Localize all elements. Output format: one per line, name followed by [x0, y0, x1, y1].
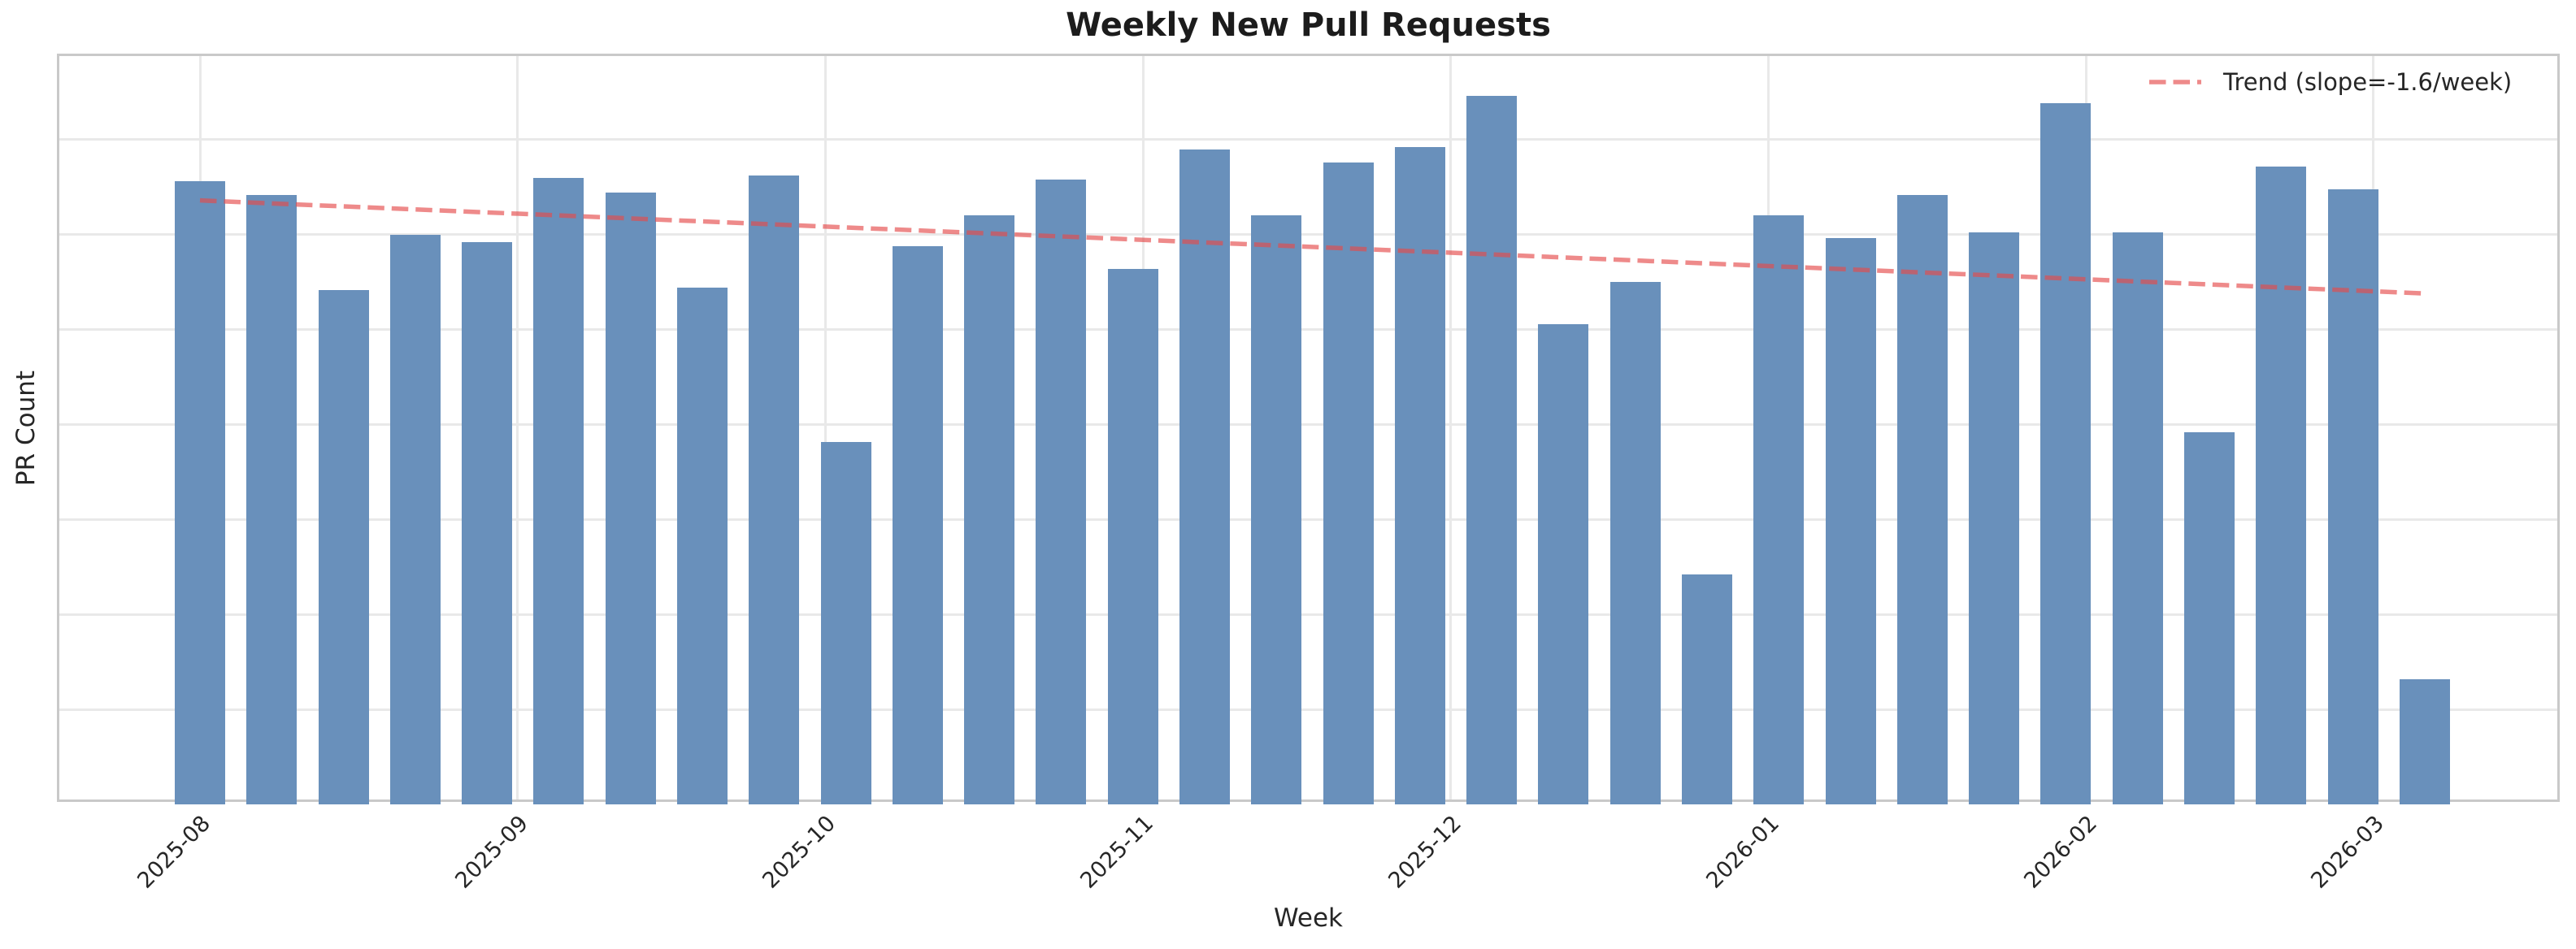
bar	[676, 288, 728, 804]
bar	[533, 177, 584, 804]
h-gridline	[59, 518, 2557, 521]
v-gridline	[516, 56, 519, 800]
bar	[749, 176, 800, 804]
bar	[964, 215, 1015, 804]
plot-area	[57, 54, 2560, 804]
legend: Trend (slope=-1.6/week)	[2148, 68, 2512, 96]
bar	[1896, 194, 1948, 804]
legend-label: Trend (slope=-1.6/week)	[2223, 68, 2513, 96]
bar	[1466, 96, 1518, 804]
bar	[2399, 678, 2450, 804]
h-gridline	[59, 422, 2557, 426]
bar	[820, 441, 871, 804]
bar	[1107, 268, 1158, 804]
bar	[1251, 215, 1302, 804]
bar	[1394, 147, 1445, 804]
bar	[1179, 149, 1230, 804]
y-axis-label: PR Count	[11, 370, 41, 487]
bar	[2256, 166, 2307, 804]
bar	[1538, 323, 1589, 804]
bar	[389, 234, 441, 804]
bar	[318, 289, 369, 804]
h-gridline	[59, 233, 2557, 236]
h-gridline	[59, 138, 2557, 141]
bar	[246, 194, 298, 804]
h-gridline	[59, 708, 2557, 711]
bar	[1825, 238, 1876, 804]
bar	[1681, 574, 1732, 804]
chart-title: Weekly New Pull Requests	[1066, 6, 1551, 44]
bar	[462, 242, 513, 804]
bar	[2183, 431, 2235, 804]
bar	[892, 245, 943, 804]
bar	[1036, 179, 1087, 804]
trend-dashed-line	[199, 197, 2425, 296]
trend-dash-icon	[2149, 80, 2201, 84]
h-gridline	[59, 328, 2557, 332]
bar	[605, 193, 656, 804]
bar	[2112, 232, 2163, 804]
bar	[1753, 215, 1805, 804]
v-gridline	[823, 56, 827, 800]
h-gridline	[59, 613, 2557, 616]
bar	[1323, 162, 1374, 804]
x-axis-label: Week	[1274, 904, 1343, 933]
v-gridline	[1449, 56, 1453, 800]
bar	[1969, 232, 2020, 804]
trend-line	[199, 197, 2425, 296]
bar	[2040, 103, 2092, 804]
bar	[1609, 282, 1661, 804]
bar	[175, 181, 225, 804]
